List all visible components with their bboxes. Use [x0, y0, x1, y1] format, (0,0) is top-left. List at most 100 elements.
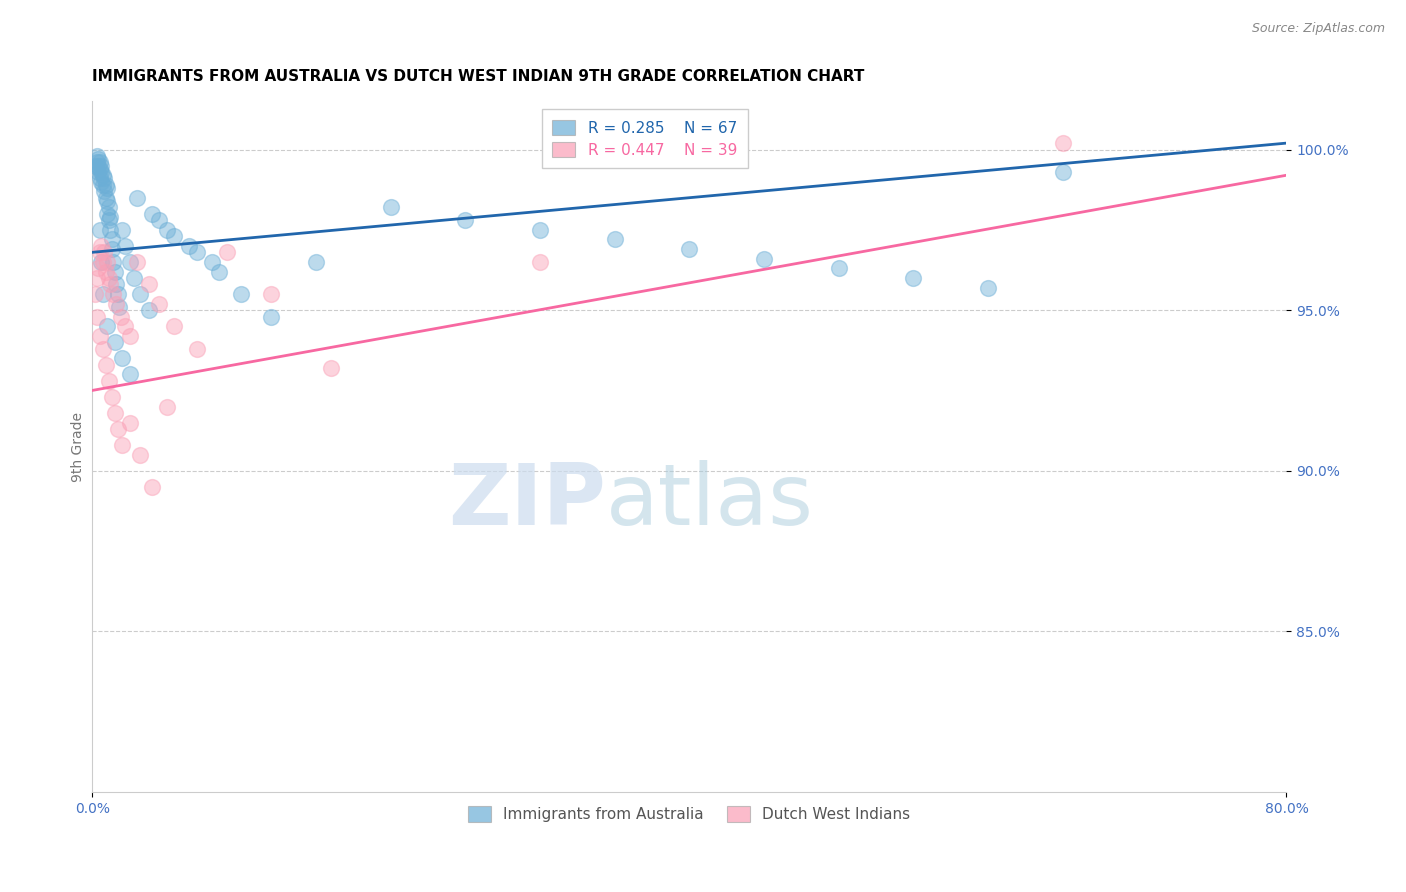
Legend: Immigrants from Australia, Dutch West Indians: Immigrants from Australia, Dutch West In…: [458, 796, 921, 832]
Point: [89, 161, 111, 176]
Point: [91, 342, 114, 356]
Point: [380, 200, 402, 214]
Point: [118, 368, 141, 382]
Point: [163, 319, 186, 334]
Point: [100, 390, 122, 404]
Point: [118, 416, 141, 430]
Point: [319, 361, 342, 376]
Point: [114, 239, 136, 253]
Point: [108, 300, 131, 314]
Point: [186, 342, 208, 356]
Point: [94, 358, 117, 372]
Point: [105, 277, 128, 292]
Point: [110, 310, 132, 324]
Point: [97, 200, 120, 214]
Point: [1052, 165, 1074, 179]
Point: [603, 232, 626, 246]
Point: [86, 271, 108, 285]
Point: [231, 287, 253, 301]
Point: [96, 319, 118, 334]
Point: [105, 296, 128, 310]
Point: [1052, 136, 1074, 150]
Point: [94, 264, 117, 278]
Point: [89, 245, 111, 260]
Point: [90, 175, 112, 189]
Point: [215, 245, 238, 260]
Point: [163, 229, 186, 244]
Point: [98, 277, 121, 292]
Text: ZIP: ZIP: [449, 460, 606, 543]
Point: [454, 213, 477, 227]
Point: [100, 232, 122, 246]
Point: [86, 310, 108, 324]
Point: [89, 155, 111, 169]
Point: [90, 159, 112, 173]
Point: [305, 255, 328, 269]
Point: [111, 351, 134, 366]
Point: [98, 223, 121, 237]
Point: [90, 239, 112, 253]
Point: [86, 149, 108, 163]
Point: [903, 271, 925, 285]
Point: [129, 448, 152, 462]
Point: [678, 242, 700, 256]
Point: [98, 210, 121, 224]
Point: [138, 303, 160, 318]
Point: [260, 310, 283, 324]
Point: [201, 255, 224, 269]
Point: [752, 252, 775, 266]
Point: [179, 239, 201, 253]
Point: [141, 480, 163, 494]
Point: [91, 168, 114, 182]
Point: [138, 277, 160, 292]
Point: [529, 223, 551, 237]
Point: [90, 255, 112, 269]
Point: [89, 223, 111, 237]
Point: [89, 329, 111, 343]
Point: [93, 184, 115, 198]
Point: [87, 261, 110, 276]
Point: [100, 242, 122, 256]
Point: [103, 335, 125, 350]
Point: [118, 329, 141, 343]
Point: [148, 213, 170, 227]
Point: [208, 264, 231, 278]
Point: [186, 245, 208, 260]
Point: [156, 223, 179, 237]
Point: [91, 255, 114, 269]
Point: [101, 255, 124, 269]
Text: Source: ZipAtlas.com: Source: ZipAtlas.com: [1251, 22, 1385, 36]
Point: [87, 159, 110, 173]
Point: [90, 165, 112, 179]
Point: [827, 261, 849, 276]
Point: [977, 280, 1000, 294]
Point: [125, 191, 148, 205]
Text: IMMIGRANTS FROM AUSTRALIA VS DUTCH WEST INDIAN 9TH GRADE CORRELATION CHART: IMMIGRANTS FROM AUSTRALIA VS DUTCH WEST …: [93, 69, 865, 84]
Point: [107, 287, 129, 301]
Point: [148, 296, 170, 310]
Point: [86, 155, 108, 169]
Point: [529, 255, 551, 269]
Point: [129, 287, 152, 301]
Point: [118, 255, 141, 269]
Point: [97, 213, 120, 227]
Text: atlas: atlas: [606, 460, 814, 543]
Point: [93, 245, 115, 260]
Point: [111, 223, 134, 237]
Point: [84, 287, 107, 301]
Point: [91, 287, 114, 301]
Point: [89, 171, 111, 186]
Point: [87, 165, 110, 179]
Point: [103, 406, 125, 420]
Point: [156, 400, 179, 414]
Point: [260, 287, 283, 301]
Point: [97, 271, 120, 285]
Point: [96, 194, 118, 208]
Point: [103, 264, 125, 278]
Point: [122, 271, 145, 285]
Point: [84, 159, 107, 173]
Point: [141, 207, 163, 221]
Point: [107, 422, 129, 436]
Point: [94, 191, 117, 205]
Y-axis label: 9th Grade: 9th Grade: [72, 411, 86, 482]
